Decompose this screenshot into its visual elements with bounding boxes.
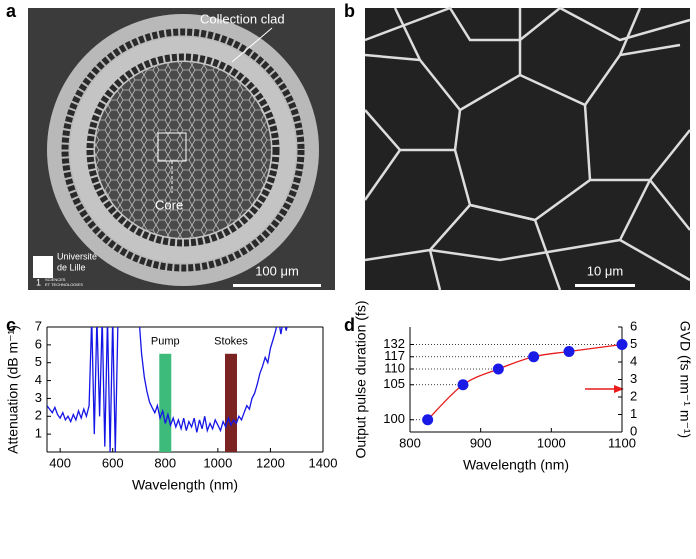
data-point	[492, 363, 504, 375]
y2-tick-label: 3	[630, 371, 637, 386]
annotation: Collection clad	[200, 11, 285, 26]
panel-label: a	[6, 1, 17, 21]
x-tick-label: 600	[102, 455, 124, 470]
data-point	[528, 351, 540, 363]
x-tick-label: 1200	[256, 455, 285, 470]
x-tick-label: 1000	[537, 435, 566, 450]
y2-tick-label: 5	[630, 336, 637, 351]
sem-image-b	[363, 6, 691, 291]
y-axis-label: Attenuation (dB m⁻¹)	[5, 325, 21, 454]
panel-label: d	[344, 315, 355, 335]
y2-tick-label: 4	[630, 353, 637, 368]
data-point	[563, 346, 575, 357]
logo-text: Université	[57, 251, 97, 261]
panel-label: c	[6, 315, 16, 335]
y-tick-label: 5	[35, 354, 42, 369]
data-line	[427, 343, 623, 421]
y-tick-label: 117	[384, 348, 405, 363]
y-tick-label: 100	[383, 411, 405, 426]
x-tick-label: 800	[154, 455, 176, 470]
x-tick-label: 800	[399, 435, 421, 450]
x-axis-label: Wavelength (nm)	[463, 457, 569, 473]
band	[225, 353, 237, 452]
logo-text: SCIENCES	[45, 277, 66, 282]
y2-tick-label: 2	[630, 388, 637, 403]
x-tick-label: 1100	[608, 435, 636, 450]
y-tick-label: 3	[35, 390, 42, 405]
x-tick-label: 900	[470, 435, 492, 450]
scale-bar-label: 100 μm	[255, 263, 299, 278]
logo-text: de Lille	[57, 262, 86, 272]
scale-bar-label: 10 μm	[587, 263, 623, 278]
x-tick-label: 400	[49, 455, 71, 470]
band	[159, 353, 172, 452]
data-point	[616, 339, 628, 350]
axis-arrow	[585, 385, 624, 393]
y-tick-label: 110	[384, 360, 405, 375]
y-tick-label: 105	[383, 376, 405, 391]
logo-text: 1	[36, 277, 41, 287]
y2-axis-label: GVD (fs nm⁻¹ m⁻¹)	[677, 321, 693, 438]
x-axis-label: Wavelength (nm)	[132, 477, 238, 493]
data-line	[47, 327, 288, 452]
y-tick-label: 4	[35, 372, 42, 387]
y2-tick-label: 0	[630, 423, 637, 438]
y-tick-label: 2	[35, 408, 42, 423]
sem-image-a	[28, 8, 335, 290]
y-tick-label: 6	[35, 336, 42, 351]
y-tick-label: 1	[35, 426, 42, 441]
y2-tick-label: 1	[630, 406, 637, 421]
logo-text: ET TECHNOLOGIES	[45, 282, 83, 287]
x-tick-label: 1000	[203, 455, 232, 470]
annotation: Core	[155, 197, 183, 212]
y-tick-label: 132	[383, 336, 405, 351]
data-point	[422, 414, 434, 426]
band-label: Stokes	[214, 336, 248, 348]
band-label: Pump	[151, 336, 180, 348]
y-tick-label: 7	[35, 318, 42, 333]
y2-tick-label: 6	[630, 318, 637, 333]
panel-label: b	[344, 1, 355, 21]
x-tick-label: 1400	[309, 455, 338, 470]
data-point	[457, 379, 469, 391]
y-axis-label: Output pulse duration (fs)	[353, 301, 369, 459]
